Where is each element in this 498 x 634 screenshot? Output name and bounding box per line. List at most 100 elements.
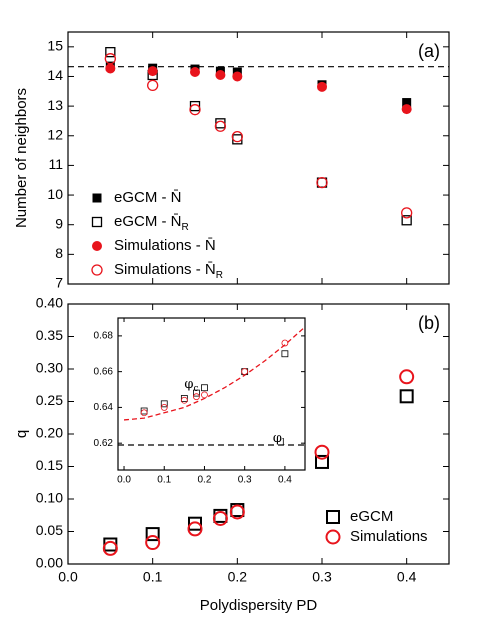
legend-marker <box>91 216 103 228</box>
annotation: φl <box>273 430 285 447</box>
legend-marker <box>91 264 103 276</box>
data-point <box>214 120 227 132</box>
annotation-sub: l <box>282 437 285 447</box>
annotation-symbol: φ <box>184 377 193 392</box>
x-axis-title: Polydispersity PD <box>200 597 318 614</box>
legend-marker <box>326 510 340 524</box>
y-tick-label: 15 <box>47 38 63 54</box>
data-point <box>399 389 414 404</box>
data-point <box>180 395 188 402</box>
annotation: φc <box>184 377 198 394</box>
data-point <box>180 396 188 404</box>
legend-name: Simulations - N̄ <box>114 237 216 254</box>
legend-name: eGCM <box>350 508 393 525</box>
data-point <box>315 454 329 469</box>
legend-sub: R <box>216 270 223 281</box>
legend-label: eGCM - N̄ <box>114 189 182 206</box>
data-point <box>316 176 328 189</box>
data-point <box>401 104 412 115</box>
data-point <box>201 384 208 392</box>
plot-series <box>123 326 305 421</box>
y-tick-label: 8 <box>55 245 63 261</box>
panel-label: (a) <box>418 41 440 61</box>
x-tick-label: 0.4 <box>278 475 292 486</box>
y-tick-label: 14 <box>47 67 63 83</box>
data-point <box>201 391 208 399</box>
data-point <box>145 535 161 551</box>
data-point <box>402 98 412 108</box>
data-point <box>317 81 327 92</box>
data-point <box>147 79 159 92</box>
x-tick-label: 0.2 <box>198 475 212 486</box>
data-point <box>193 393 200 401</box>
y-tick-label: 0.35 <box>36 327 63 343</box>
plot-frame <box>67 31 450 285</box>
x-tick-label: 0.1 <box>157 475 171 486</box>
data-point <box>189 100 201 112</box>
x-tick-label: 0.3 <box>238 475 252 486</box>
data-point <box>160 404 168 411</box>
plot-frame <box>67 303 450 565</box>
x-tick-label: 0.2 <box>228 569 248 585</box>
data-point <box>145 527 160 542</box>
legend-marker <box>92 241 102 251</box>
data-point <box>105 63 116 74</box>
y-tick-label: 7 <box>55 275 63 291</box>
data-point <box>187 521 203 537</box>
y-tick-label: 0.15 <box>36 457 63 473</box>
panel-label: (b) <box>418 313 440 333</box>
data-point <box>160 400 168 408</box>
data-point <box>399 369 415 385</box>
x-tick-label: 0.0 <box>117 475 131 486</box>
y-tick-label: 0.10 <box>36 490 63 506</box>
data-point <box>140 409 148 417</box>
legend-name: Simulations - N̄ <box>114 261 216 278</box>
y-tick-label: 0.40 <box>36 295 63 311</box>
data-point <box>241 368 249 376</box>
x-tick-label: 0.3 <box>312 569 332 585</box>
data-point <box>215 118 226 129</box>
y-tick-label: 0.30 <box>36 360 63 376</box>
legend-label: Simulations - N̄R <box>114 261 223 281</box>
y-tick-label: 9 <box>55 215 63 231</box>
x-tick-label: 0.1 <box>143 569 163 585</box>
data-point <box>232 71 243 82</box>
data-point <box>229 504 245 520</box>
plot-series <box>102 369 415 556</box>
legend-label: Simulations - N̄ <box>114 237 216 254</box>
y-tick-label: 0.62 <box>94 438 114 449</box>
annotation-sub: c <box>193 384 198 394</box>
y-axis-title: q <box>13 430 30 438</box>
data-point <box>281 350 289 358</box>
x-tick-label: 0.0 <box>58 569 78 585</box>
data-point <box>147 66 158 77</box>
y-tick-label: 12 <box>47 126 63 142</box>
legend-marker <box>92 193 102 203</box>
y-tick-label: 10 <box>47 186 63 202</box>
y-tick-label: 0.00 <box>36 555 63 571</box>
legend-marker <box>325 529 341 545</box>
data-point <box>401 207 413 219</box>
data-point <box>189 104 201 116</box>
data-point <box>401 215 412 226</box>
y-tick-label: 0.68 <box>94 331 114 342</box>
legend-name: eGCM - N̄ <box>114 189 182 206</box>
legend-label: eGCM <box>350 508 393 525</box>
legend-label: Simulations <box>350 528 428 545</box>
legend-label: eGCM - N̄R <box>114 213 189 233</box>
data-point <box>104 53 116 65</box>
annotation-symbol: φ <box>273 430 282 445</box>
y-axis-title: Number of neighbors <box>13 88 30 228</box>
plot-series <box>104 47 413 226</box>
y-tick-label: 0.05 <box>36 522 63 538</box>
data-point <box>188 516 202 531</box>
data-point <box>232 134 243 145</box>
data-point <box>212 511 228 526</box>
data-point <box>231 131 243 143</box>
y-tick-label: 13 <box>47 97 63 113</box>
fit-line <box>123 326 305 421</box>
data-point <box>102 540 118 556</box>
legend-sub: R <box>182 222 189 233</box>
